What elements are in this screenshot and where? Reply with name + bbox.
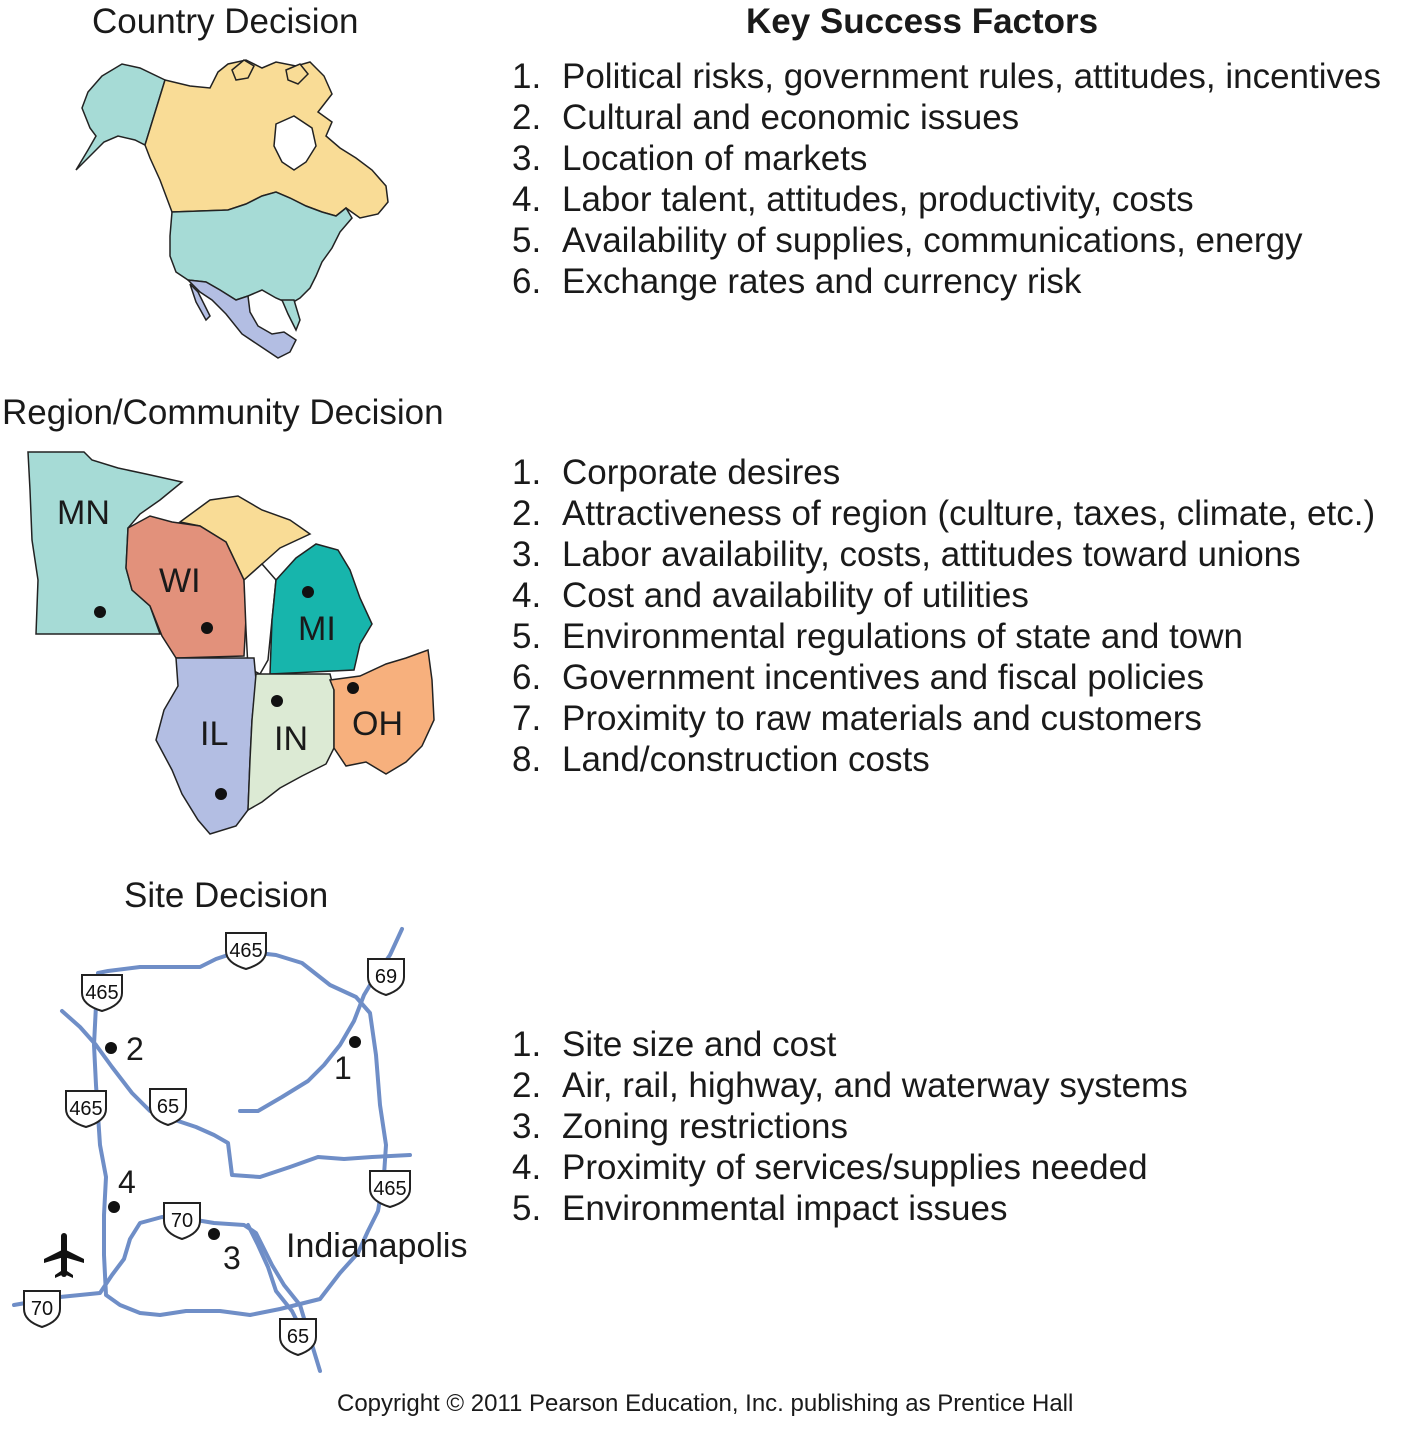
i70-shield: 70 (23, 1290, 61, 1329)
list-item: 6. Government incentives and fiscal polic… (512, 658, 1204, 697)
city-dot-il (215, 788, 227, 800)
mexico-region (185, 279, 297, 359)
list-item: 5. Environmental impact issues (512, 1189, 1008, 1228)
list-item: 4. Cost and availability of utilities (512, 576, 1029, 615)
country-decision-title: Country Decision (92, 2, 359, 41)
i465-shield: 465 (225, 932, 267, 971)
site-label-2: 2 (126, 1031, 144, 1067)
shield-label: 465 (373, 1178, 406, 1200)
lake-michigan (243, 562, 277, 675)
i65-shield: 65 (279, 1318, 317, 1357)
region-community-decision-title: Region/Community Decision (2, 393, 444, 432)
airplane-icon (44, 1233, 84, 1278)
site-dot-1 (349, 1036, 361, 1048)
list-item: 3. Labor availability, costs, attitudes t… (512, 535, 1301, 574)
road-i70 (12, 1215, 322, 1373)
i465-shield: 465 (81, 974, 123, 1013)
i65-shield: 65 (149, 1088, 187, 1127)
site-factor-list: 1. Site size and cost 2. Air, rail, highwa… (512, 1024, 1188, 1229)
state-label-mn: MN (57, 494, 110, 532)
arctic-islands (231, 59, 255, 81)
state-label-il: IL (200, 715, 228, 753)
great-lakes-region-map: MN WI MI IL IN OH (27, 451, 435, 835)
list-item: 1. Political risks, government rules, att… (512, 57, 1381, 96)
site-dot-4 (108, 1201, 120, 1213)
north-america-map (75, 59, 389, 359)
list-item: 2. Attractiveness of region (culture, tax… (512, 494, 1376, 533)
list-item: 7. Proximity to raw materials and custome… (512, 699, 1202, 738)
list-item: 4. Proximity of services/supplies needed (512, 1148, 1148, 1187)
list-item: 3. Zoning restrictions (512, 1107, 848, 1146)
hudson-bay (273, 115, 317, 171)
city-dot-in (271, 695, 283, 707)
alaska-region (75, 63, 166, 171)
state-wi (125, 515, 247, 659)
shield-label: 465 (69, 1098, 102, 1120)
baja-california (189, 283, 211, 322)
site-dot-3 (208, 1228, 220, 1240)
state-label-oh: OH (352, 705, 403, 743)
site-label-3: 3 (223, 1240, 241, 1276)
list-item: 1. Corporate desires (512, 453, 841, 492)
shield-label: 65 (157, 1096, 179, 1118)
i465-shield: 465 (65, 1090, 107, 1129)
list-item: 2. Air, rail, highway, and waterway syste… (512, 1066, 1188, 1105)
state-oh (328, 648, 435, 775)
country-factor-list: 1. Political risks, government rules, att… (512, 56, 1381, 302)
state-label-wi: WI (159, 562, 201, 600)
list-item: 5. Availability of supplies, communicatio… (512, 221, 1303, 260)
list-item: 8. Land/construction costs (512, 740, 930, 779)
state-label-in: IN (274, 720, 308, 758)
shield-label: 65 (287, 1326, 309, 1348)
list-item: 1. Site size and cost (512, 1025, 837, 1064)
list-item: 3. Location of markets (512, 139, 868, 178)
site-decision-title: Site Decision (124, 876, 329, 915)
list-item: 6. Exchange rates and currency risk (512, 262, 1082, 301)
indianapolis-site-map: 465 465 69 465 65 465 70 70 65 1 2 3 4 (12, 927, 467, 1373)
state-label-mi: MI (298, 610, 336, 648)
city-label: Indianapolis (286, 1227, 467, 1265)
road-i65-north (60, 1009, 412, 1179)
site-label-4: 4 (118, 1164, 136, 1200)
arctic-islands (285, 63, 310, 85)
shield-label: 70 (31, 1298, 53, 1320)
i465-shield: 465 (369, 1170, 411, 1209)
site-dot-2 (105, 1042, 117, 1054)
shield-label: 69 (375, 966, 397, 988)
city-dot-mi (302, 586, 314, 598)
shield-label: 465 (229, 940, 262, 962)
city-dot-oh (347, 682, 359, 694)
site-label-1: 1 (334, 1050, 352, 1086)
region-factor-list: 1. Corporate desires 2. Attractiveness of … (512, 452, 1375, 780)
key-success-factors-heading: Key Success Factors (746, 2, 1099, 41)
roads (12, 927, 412, 1373)
state-mi (269, 543, 373, 675)
i70-shield: 70 (163, 1202, 201, 1241)
florida (280, 299, 301, 332)
copyright-notice: Copyright © 2011 Pearson Education, Inc.… (337, 1390, 1074, 1417)
shield-label: 70 (171, 1210, 193, 1232)
city-dot-wi (201, 622, 213, 634)
list-item: 5. Environmental regulations of state and… (512, 617, 1243, 656)
list-item: 2. Cultural and economic issues (512, 98, 1020, 137)
i69-shield: 69 (367, 958, 405, 997)
shield-label: 465 (85, 982, 118, 1004)
list-item: 4. Labor talent, attitudes, productivity,… (512, 180, 1194, 219)
city-dot-mn (94, 606, 106, 618)
road-i65-south (246, 1223, 302, 1329)
